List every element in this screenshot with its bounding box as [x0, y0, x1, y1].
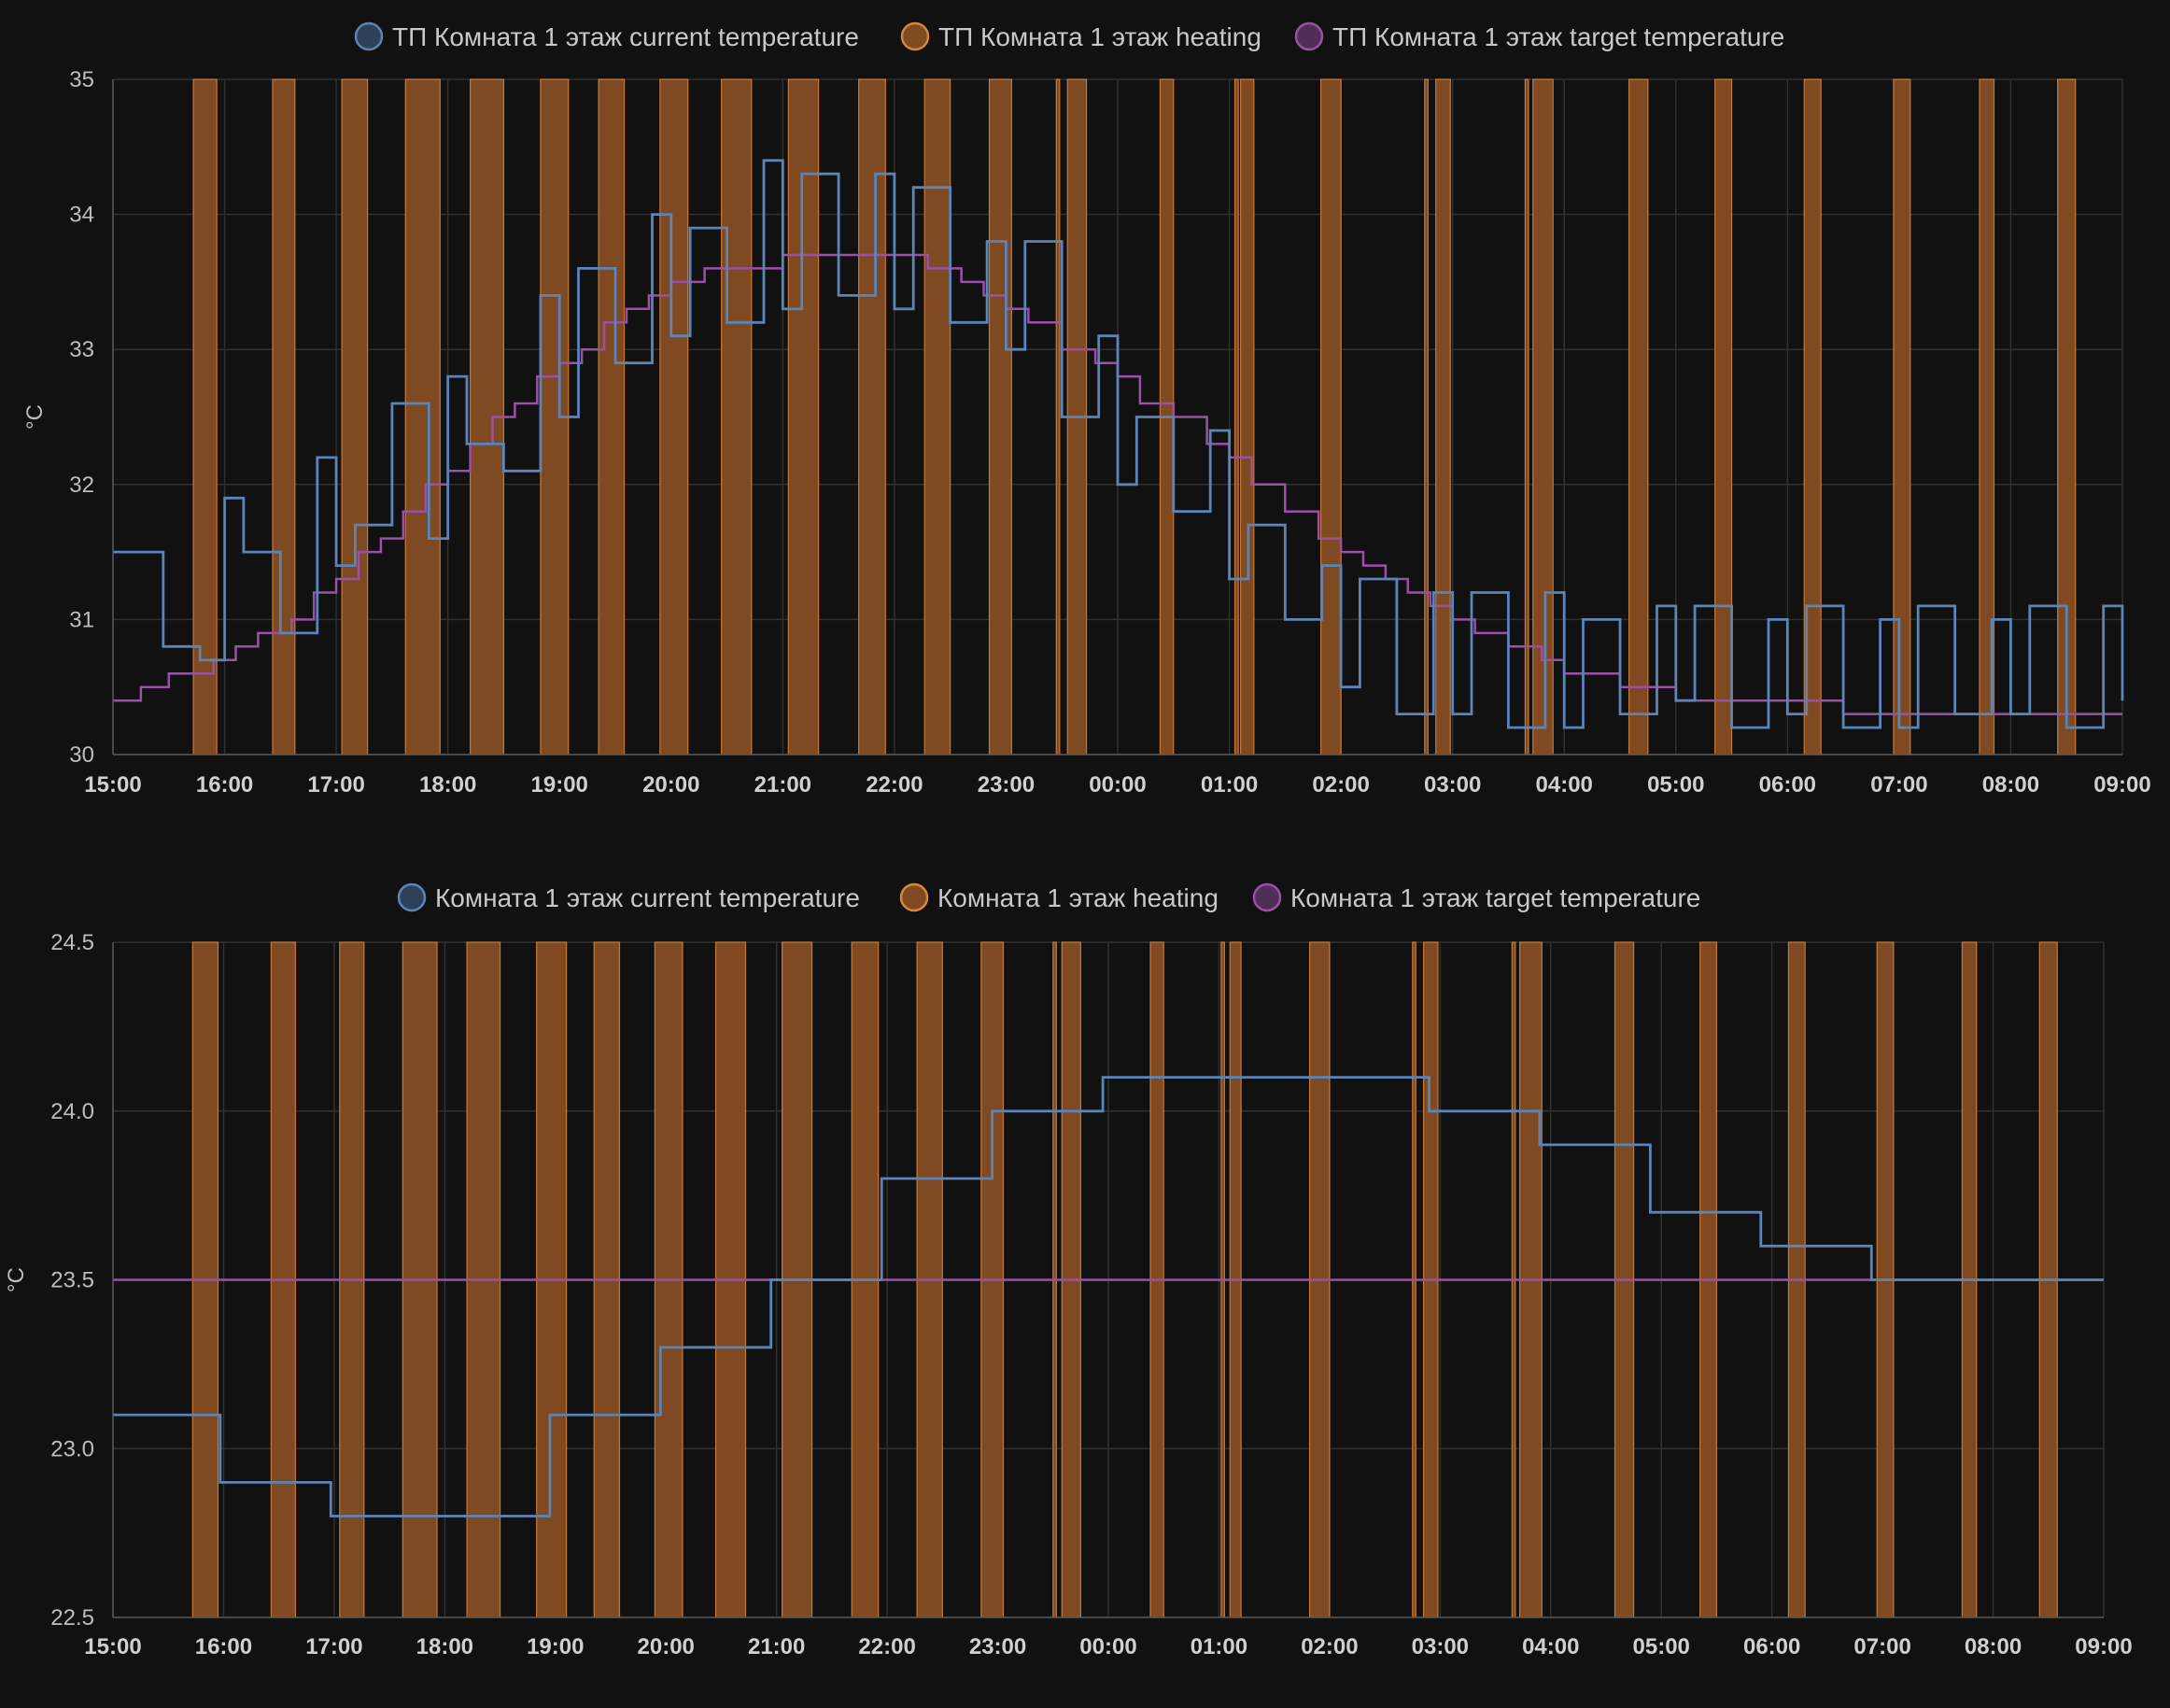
- x-tick-label: 19:00: [531, 772, 588, 798]
- x-tick-label: 15:00: [84, 772, 141, 798]
- x-tick-label: 22:00: [866, 772, 923, 798]
- x-tick-label: 19:00: [527, 1634, 584, 1659]
- x-tick-label: 08:00: [1982, 772, 2039, 798]
- x-tick-label: 05:00: [1647, 772, 1704, 798]
- legend-swatch-current: [397, 882, 427, 912]
- heating-bar: [192, 78, 218, 755]
- y-tick-label: 24.5: [50, 930, 94, 955]
- x-tick-label: 20:00: [642, 772, 699, 798]
- x-tick-label: 20:00: [638, 1634, 695, 1659]
- chart-tp-room: 15:00 16:00 17:00 18:00 19:00 20:00 21:00 22:00…: [22, 21, 2151, 798]
- x-tick-label: 07:00: [1870, 772, 1927, 798]
- x-tick-label: 23:00: [978, 772, 1035, 798]
- legend-item-target[interactable]: Комната 1 этаж target temperature: [1252, 882, 1700, 912]
- heating-bar: [1319, 78, 1342, 755]
- y-tick-label: 30: [69, 742, 94, 768]
- y-tick-label: 33: [69, 337, 94, 362]
- x-tick-label: 16:00: [196, 772, 253, 798]
- legend-label-heating: ТП Комната 1 этаж heating: [938, 22, 1261, 51]
- x-tick-label: 05:00: [1633, 1634, 1690, 1659]
- y-tick-label: 23.5: [50, 1268, 94, 1293]
- x-tick-label: 03:00: [1424, 772, 1481, 798]
- heating-bar: [988, 78, 1013, 755]
- x-tick-label: 04:00: [1522, 1634, 1579, 1659]
- legend-label-heating: Комната 1 этаж heating: [937, 883, 1219, 912]
- legend-label-current: ТП Комната 1 этаж current temperature: [392, 22, 859, 51]
- current-temperature-line: [113, 159, 2124, 729]
- x-tick-label: 23:00: [969, 1634, 1026, 1659]
- legend-item-current[interactable]: ТП Комната 1 этаж current temperature: [354, 21, 859, 51]
- x-tick-label: 09:00: [2075, 1634, 2132, 1659]
- y-axis-unit: °C: [4, 1267, 29, 1292]
- y-tick-label: 35: [69, 67, 94, 92]
- heating-bar: [1239, 78, 1255, 755]
- x-tick-label: 06:00: [1759, 772, 1816, 798]
- x-tick-label: 21:00: [748, 1634, 805, 1659]
- legend-swatch-current: [354, 21, 384, 51]
- heating-bar: [404, 78, 441, 755]
- legend-item-heating[interactable]: Комната 1 этаж heating: [899, 882, 1219, 912]
- y-tick-label: 23.0: [50, 1436, 94, 1461]
- chart-room: 15:00 16:00 17:00 18:00 19:00 20:00 21:00 22:00…: [4, 882, 2133, 1659]
- x-tick-label: 09:00: [2093, 772, 2150, 798]
- x-tick-label: 22:00: [858, 1634, 915, 1659]
- current-temperature-line: [113, 1076, 2104, 1517]
- y-tick-label: 31: [69, 607, 94, 632]
- x-tick-label: 00:00: [1079, 1634, 1136, 1659]
- legend-item-heating[interactable]: ТП Комната 1 этаж heating: [900, 21, 1261, 51]
- legend: Комната 1 этаж current temperature Комнат…: [397, 882, 1700, 912]
- heating-bar: [923, 78, 951, 755]
- heating-bar: [272, 78, 296, 755]
- heating-bar: [1714, 78, 1733, 755]
- legend: ТП Комната 1 этаж current temperature ТП …: [354, 21, 1784, 51]
- y-tick-label: 34: [69, 203, 94, 228]
- heating-bar: [1524, 78, 1529, 755]
- x-tick-label: 02:00: [1312, 772, 1369, 798]
- legend-label-target: Комната 1 этаж target temperature: [1290, 883, 1700, 912]
- legend-label-target: ТП Комната 1 этаж target temperature: [1332, 22, 1784, 51]
- x-tick-label: 17:00: [307, 772, 364, 798]
- x-tick-label: 01:00: [1201, 772, 1258, 798]
- heating-bar: [341, 78, 369, 755]
- heating-bar: [1893, 78, 1911, 755]
- x-tick-label: 07:00: [1853, 1634, 1910, 1659]
- y-axis-unit: °C: [22, 404, 48, 430]
- x-tick-label: 00:00: [1089, 772, 1146, 798]
- x-tick-label: 17:00: [305, 1634, 362, 1659]
- x-tick-label: 16:00: [195, 1634, 252, 1659]
- heating-bar: [1435, 78, 1451, 755]
- x-tick-label: 18:00: [419, 772, 476, 798]
- heating-bar: [1233, 78, 1239, 755]
- heating-bar: [659, 78, 689, 755]
- heating-bar: [1424, 78, 1429, 755]
- legend-item-target[interactable]: ТП Комната 1 этаж target temperature: [1294, 21, 1784, 51]
- legend-label-current: Комната 1 этаж current temperature: [435, 883, 860, 912]
- x-tick-label: 18:00: [416, 1634, 473, 1659]
- x-tick-label: 03:00: [1412, 1634, 1469, 1659]
- heating-series: [192, 78, 2077, 755]
- legend-item-current[interactable]: Комната 1 этаж current temperature: [397, 882, 860, 912]
- x-tick-label: 04:00: [1536, 772, 1593, 798]
- heating-bar: [598, 78, 626, 755]
- y-tick-label: 22.5: [50, 1605, 94, 1630]
- heating-bar: [1628, 78, 1649, 755]
- legend-swatch-heating: [899, 882, 929, 912]
- y-tick-label: 32: [69, 473, 94, 498]
- x-tick-label: 02:00: [1301, 1634, 1358, 1659]
- target-temperature-line: [113, 253, 2122, 715]
- heating-bar: [787, 78, 820, 755]
- legend-swatch-heating: [900, 21, 930, 51]
- x-tick-label: 01:00: [1191, 1634, 1247, 1659]
- y-tick-label: 24.0: [50, 1099, 94, 1124]
- heating-bar: [858, 78, 886, 755]
- x-tick-label: 06:00: [1743, 1634, 1800, 1659]
- heating-bar: [720, 78, 753, 755]
- legend-swatch-target: [1294, 21, 1324, 51]
- x-tick-label: 08:00: [1965, 1634, 2022, 1659]
- x-tick-label: 21:00: [754, 772, 811, 798]
- heating-bar: [1055, 78, 1061, 755]
- x-tick-label: 15:00: [84, 1634, 141, 1659]
- legend-swatch-target: [1252, 882, 1282, 912]
